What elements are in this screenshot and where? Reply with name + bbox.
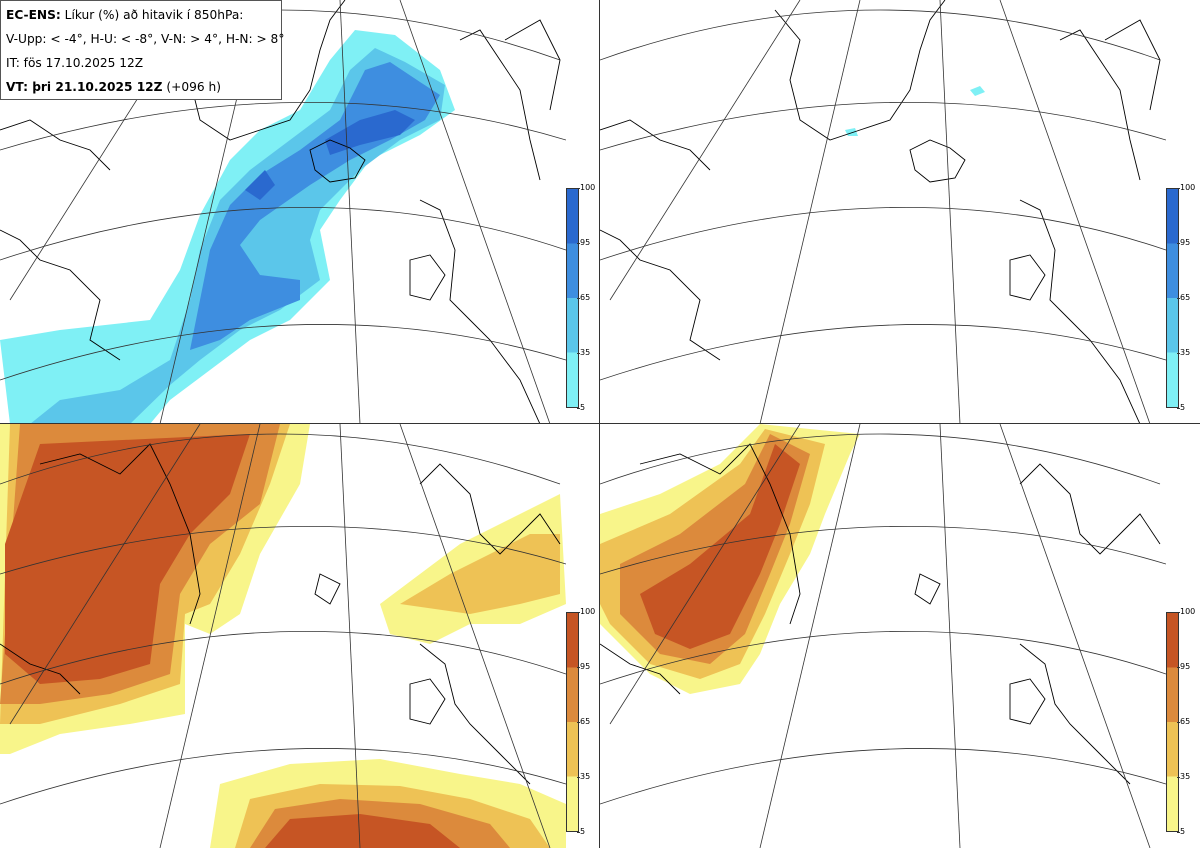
forecast-info-box: EC-ENS: Líkur (%) að hitavik í 850hPa: V… (0, 0, 285, 100)
colorbar-tick: 5 (1176, 403, 1186, 412)
colorbar-tick: 35 (1176, 348, 1191, 357)
colorbar-bottom-left: 100 95 65 35 5 (566, 424, 600, 848)
colorbar-tick: 65 (1176, 717, 1191, 726)
graticule (0, 424, 566, 848)
colorbar-tick: 5 (576, 827, 586, 836)
colorbar-tick: 100 (576, 183, 596, 192)
divider-horizontal (0, 423, 1200, 424)
coastlines (600, 443, 1161, 785)
colorbar-tick: 100 (576, 607, 596, 616)
colorbar-tick: 95 (576, 662, 591, 671)
prob-spot (845, 86, 985, 136)
colorbar-bottom-right: 100 95 65 35 5 (1166, 424, 1200, 848)
colorbar-tick: 95 (1176, 238, 1191, 247)
map-panel-top-left: EC-ENS: Líkur (%) að hitavik í 850hPa: V… (0, 0, 566, 424)
colorbar-tick: 95 (1176, 662, 1191, 671)
graticule (600, 0, 1166, 424)
colorbar-top-right: 100 95 65 35 5 (1166, 0, 1200, 424)
legend-definitions: V-Upp: < -4°, H-U: < -8°, V-N: > 4°, H-N… (6, 32, 285, 46)
legend-valid-time: VT: þri 21.10.2025 12Z (+096 h) (6, 80, 221, 94)
colorbar-tick: 65 (1176, 293, 1191, 302)
prob-band-35b (400, 534, 560, 614)
colorbar-tick: 65 (576, 717, 591, 726)
colorbar-tick: 100 (1176, 607, 1196, 616)
colorbar-tick: 100 (1176, 183, 1196, 192)
legend-initial-time: IT: fös 17.10.2025 12Z (6, 56, 144, 70)
prob-band-95c (265, 814, 460, 848)
divider-vertical (599, 0, 600, 848)
map-panel-bottom-right (600, 424, 1166, 848)
colorbar-tick: 65 (576, 293, 591, 302)
map-panel-bottom-left (0, 424, 566, 848)
colorbar-tick: 95 (576, 238, 591, 247)
colorbar-tick: 35 (576, 772, 591, 781)
map-bottom-left (0, 424, 566, 848)
map-top-right (600, 0, 1166, 424)
map-bottom-right (600, 424, 1166, 848)
legend-title: EC-ENS: Líkur (%) að hitavik í 850hPa: (6, 8, 244, 22)
coastlines (600, 0, 1161, 424)
colorbar-tick: 35 (576, 348, 591, 357)
map-panel-top-right (600, 0, 1166, 424)
colorbar-tick: 5 (576, 403, 586, 412)
prob-band-95 (245, 110, 415, 200)
prob-band-95 (5, 434, 250, 684)
prob-band-95 (640, 444, 800, 649)
colorbar-tick: 5 (1176, 827, 1186, 836)
colorbar-top-left: 100 95 65 35 5 (566, 0, 600, 424)
colorbar-tick: 35 (1176, 772, 1191, 781)
graticule (600, 424, 1166, 848)
